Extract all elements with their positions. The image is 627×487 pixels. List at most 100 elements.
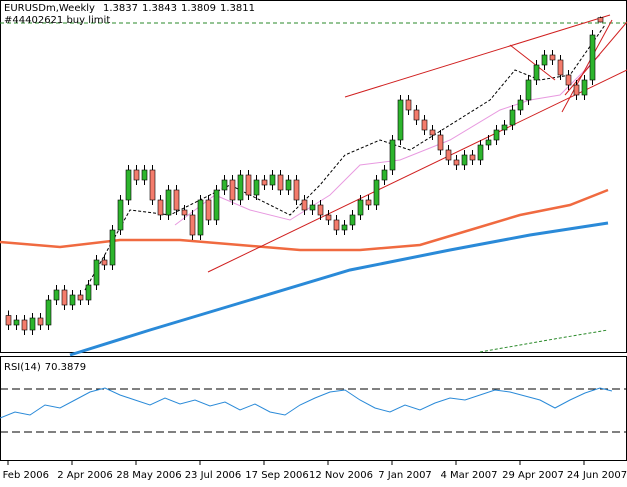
candle-body: [261, 179, 268, 186]
indicators: [0, 14, 627, 357]
candle-body: [181, 209, 188, 216]
candle-body: [445, 149, 452, 161]
candle-body: [77, 294, 84, 301]
candle-body: [229, 179, 236, 201]
candle-body: [397, 99, 404, 141]
candle-body: [493, 129, 500, 141]
x-tick-label: 4 Mar 2007: [440, 470, 497, 481]
candle-body: [549, 54, 556, 61]
candle-body: [245, 174, 252, 196]
candle-body: [501, 124, 508, 131]
candle-body: [21, 319, 28, 331]
candle-body: [357, 199, 364, 216]
candle-body: [453, 159, 460, 166]
candle-body: [381, 169, 388, 181]
candle-body: [205, 199, 212, 221]
candle-body: [149, 169, 156, 201]
candle-body: [533, 64, 540, 81]
candle-body: [269, 174, 276, 186]
ohlc-close: 1.3811: [220, 3, 255, 14]
candle-body: [221, 179, 228, 191]
chart-title: EURUSDm,Weekly 1.3837 1.3843 1.3809 1.3811: [4, 3, 255, 14]
candle-body: [5, 315, 12, 326]
x-tick-label: 23 Jul 2006: [185, 470, 242, 481]
x-tick-label: 2 Apr 2006: [57, 470, 112, 481]
candle-body: [285, 179, 292, 191]
candle-body: [429, 129, 436, 136]
candle-body: [525, 79, 532, 101]
candle-body: [93, 259, 100, 286]
candle-body: [277, 174, 284, 191]
ma-black: [84, 24, 606, 291]
rsi-line: [0, 387, 613, 419]
candle-body: [485, 139, 492, 146]
candle-body: [421, 119, 428, 131]
rsi-name: RSI(14): [4, 362, 41, 373]
candle-body: [437, 134, 444, 151]
candle-body: [141, 169, 148, 181]
candle-body: [29, 317, 36, 331]
candle-body: [373, 179, 380, 206]
candle-body: [237, 174, 244, 201]
x-tick-label: 24 Jun 2007: [567, 470, 627, 481]
candle-body: [565, 74, 572, 86]
x-tick-label: 28 May 2006: [116, 470, 181, 481]
rsi-label: RSI(14) 70.3879: [4, 362, 86, 373]
candle-body: [365, 199, 372, 206]
rsi-value: 70.3879: [45, 362, 86, 373]
candle-body: [349, 214, 356, 226]
candle-body: [325, 214, 332, 221]
candle-body: [405, 99, 412, 111]
ma-pink: [174, 54, 601, 226]
candle-body: [301, 199, 308, 211]
candle-body: [469, 154, 476, 161]
trend-line: [344, 14, 611, 98]
candle-body: [333, 219, 340, 231]
trend-line: [207, 69, 627, 273]
x-tick-label: 5 Feb 2006: [0, 470, 49, 481]
ohlc-open: 1.3837: [103, 3, 138, 14]
symbol: EURUSDm,Weekly: [4, 3, 95, 14]
candle-body: [109, 229, 116, 266]
order-label: #44402621 buy limit: [4, 15, 110, 26]
candle-body: [157, 199, 164, 216]
candle-body: [61, 289, 68, 306]
candle-body: [213, 189, 220, 221]
x-tick-label: 7 Jan 2007: [378, 470, 432, 481]
ohlc-high: 1.3843: [142, 3, 177, 14]
candle-body: [573, 84, 580, 96]
candle-body: [69, 294, 76, 306]
candle-body: [581, 79, 588, 96]
candle-body: [101, 259, 108, 266]
x-tick-label: 17 Sep 2006: [245, 470, 308, 481]
x-tick-label: 29 Apr 2007: [502, 470, 564, 481]
candle-body: [53, 289, 60, 301]
candle-body: [253, 179, 260, 196]
trend-line: [564, 21, 627, 96]
candle-body: [389, 139, 396, 171]
candle-body: [117, 199, 124, 231]
trend-line: [509, 44, 556, 81]
candle-body: [317, 204, 324, 216]
candle-body: [125, 169, 132, 201]
candle-body: [461, 154, 468, 166]
candle-body: [293, 179, 300, 201]
candle-body: [541, 54, 548, 66]
candle-body: [517, 99, 524, 111]
ohlc-low: 1.3809: [181, 3, 216, 14]
candle-body: [45, 299, 52, 326]
ma-green: [479, 329, 609, 353]
candle-body: [173, 189, 180, 211]
x-tick-label: 12 Nov 2006: [309, 470, 373, 481]
candle-body: [165, 189, 172, 216]
ma-long: [69, 221, 609, 357]
candle-body: [189, 214, 196, 236]
candle-body: [597, 17, 604, 23]
candle-body: [309, 204, 316, 211]
candle-body: [197, 199, 204, 236]
candle-body: [413, 109, 420, 121]
candle-body: [13, 319, 20, 326]
candle-body: [341, 224, 348, 231]
